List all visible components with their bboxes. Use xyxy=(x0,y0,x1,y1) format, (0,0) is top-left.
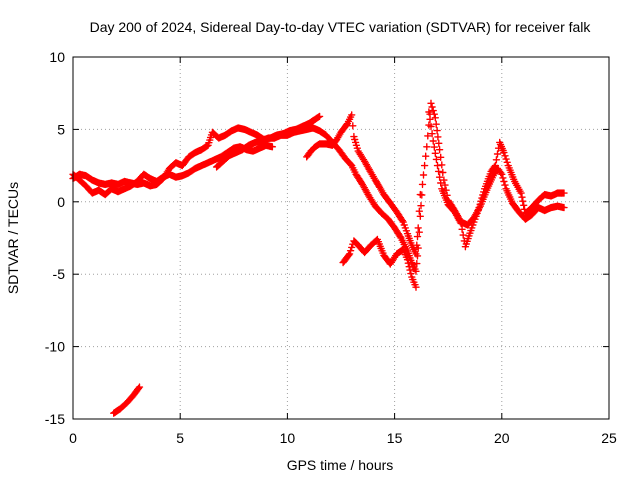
x-tick-label: 10 xyxy=(280,430,296,446)
x-tick-labels: 0 5 10 15 20 25 xyxy=(69,430,617,446)
series-segment-f xyxy=(339,235,420,291)
y-tick-label: -10 xyxy=(45,339,65,355)
y-tick-label: -15 xyxy=(45,411,65,427)
series-segment-e xyxy=(303,111,424,258)
chart-title: Day 200 of 2024, Sidereal Day-to-day VTE… xyxy=(90,19,592,35)
y-tick-label: -5 xyxy=(53,266,66,282)
y-tick-label: 0 xyxy=(57,194,65,210)
y-tick-labels: -15 -10 -5 0 5 10 xyxy=(45,49,65,427)
x-tick-label: 0 xyxy=(69,430,77,446)
series-segment-g xyxy=(425,108,568,251)
series-segment-a xyxy=(110,383,144,417)
y-axis-label: SDTVAR / TECUs xyxy=(5,182,21,294)
x-tick-label: 15 xyxy=(387,430,403,446)
x-tick-label: 25 xyxy=(601,430,617,446)
x-tick-label: 20 xyxy=(494,430,510,446)
y-tick-label: 5 xyxy=(57,121,65,137)
y-tick-label: 10 xyxy=(49,49,65,65)
x-tick-label: 5 xyxy=(176,430,184,446)
plot-frame xyxy=(72,56,610,420)
x-axis-label: GPS time / hours xyxy=(287,457,394,473)
